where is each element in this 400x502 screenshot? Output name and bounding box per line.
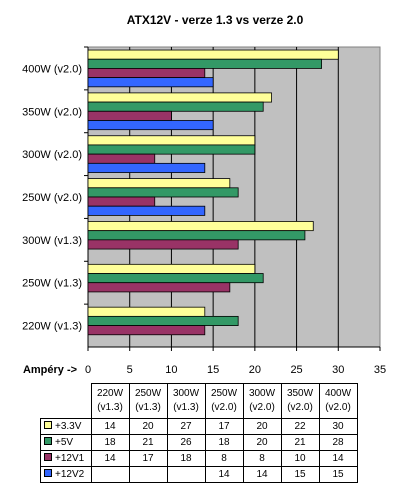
y-category-label: 220W (v1.3) [22, 321, 82, 333]
table-cell: 18 [90, 434, 130, 451]
bar [87, 162, 206, 173]
y-category-label: 400W (v2.0) [22, 63, 82, 75]
bar [87, 325, 206, 336]
bar [87, 230, 306, 241]
bar [87, 263, 256, 274]
legend-entry: +5V [40, 434, 92, 451]
bar [87, 178, 231, 189]
x-tick-label: 35 [374, 364, 386, 376]
table-cell: 28 [318, 434, 358, 451]
table-header-row: 220W (v1.3) 250W (v1.3) 300W (v1.3) 250W (v2.0)… [40, 383, 358, 419]
x-tick-label: 25 [290, 364, 302, 376]
bar [87, 110, 172, 121]
legend-entry: +12V2 [40, 466, 92, 483]
table-cell: 15 [318, 466, 358, 483]
bar [87, 205, 206, 216]
table-header-cell: 300W (v2.0) [242, 383, 282, 419]
table-row: +3.3V 14 20 27 17 20 22 30 [40, 418, 358, 435]
table-header-cell: 350W (v2.0) [280, 383, 320, 419]
legend-label: +12V1 [55, 453, 85, 464]
table-cell: 17 [204, 418, 244, 435]
table-cell: 26 [166, 434, 206, 451]
legend-label: +12V2 [55, 469, 85, 480]
y-category-label: 300W (v2.0) [22, 149, 82, 161]
table-header-cell: 220W (v1.3) [90, 383, 130, 419]
table-cell: 14 [90, 418, 130, 435]
chart-title: ATX12V - verze 1.3 vs verze 2.0 [127, 13, 304, 27]
y-category-label: 250W (v1.3) [22, 278, 82, 290]
table-header-cell: 300W (v1.3) [166, 383, 206, 419]
legend-swatch [44, 421, 52, 430]
bar [87, 144, 256, 155]
x-tick-label: 20 [249, 364, 261, 376]
table-header-cell: 250W (v2.0) [204, 383, 244, 419]
table-cell: 14 [90, 450, 130, 467]
bar [87, 306, 206, 317]
legend-entry: +12V1 [40, 450, 92, 467]
y-category-label: 350W (v2.0) [22, 106, 82, 118]
y-category-label: 300W (v1.3) [22, 235, 82, 247]
bar [87, 273, 264, 284]
table-row: +5V 18 21 26 18 20 21 28 [40, 434, 358, 451]
table-cell: 10 [280, 450, 320, 467]
table-cell: 27 [166, 418, 206, 435]
legend-swatch [44, 437, 52, 446]
legend-label: +3.3V [55, 421, 82, 432]
legend-label: +5V [55, 437, 74, 448]
table-cell: 22 [280, 418, 320, 435]
bar [87, 239, 239, 250]
table-row: +12V1 14 17 18 8 8 10 14 [40, 450, 358, 467]
x-tick-label: 5 [127, 364, 133, 376]
data-table: 220W (v1.3) 250W (v1.3) 300W (v1.3) 250W (v2.0)… [40, 383, 358, 483]
table-cell: 20 [242, 434, 282, 451]
x-tick-label: 0 [85, 364, 91, 376]
x-tick-label: 15 [207, 364, 219, 376]
table-cell: 14 [204, 466, 244, 483]
bar [87, 187, 239, 198]
table-cell: 18 [166, 450, 206, 467]
bar [87, 92, 272, 103]
table-cell [166, 466, 206, 483]
bar [87, 196, 156, 207]
table-cell [128, 466, 168, 483]
legend-entry: +3.3V [40, 418, 92, 435]
y-category-label: 250W (v2.0) [22, 192, 82, 204]
bar [87, 315, 239, 326]
bar [87, 135, 256, 146]
bar [87, 77, 214, 88]
table-cell [90, 466, 130, 483]
bar [87, 221, 314, 232]
table-cell: 14 [318, 450, 358, 467]
table-cell: 30 [318, 418, 358, 435]
table-header-cell: 400W (v2.0) [318, 383, 358, 419]
bar [87, 49, 339, 60]
legend-swatch [44, 453, 52, 462]
bar [87, 120, 214, 131]
table-corner [40, 383, 92, 419]
table-cell: 21 [128, 434, 168, 451]
chart: ATX12V - verze 1.3 vs verze 2.0 0 5 10 15 20… [22, 13, 386, 376]
table-cell: 8 [204, 450, 244, 467]
bar [87, 282, 231, 293]
legend-swatch [44, 469, 52, 478]
x-axis-label: Ampéry -> [23, 364, 77, 376]
table-cell: 8 [242, 450, 282, 467]
table-header-cell: 250W (v1.3) [128, 383, 168, 419]
table-cell: 17 [128, 450, 168, 467]
table-cell: 21 [280, 434, 320, 451]
x-tick-label: 10 [165, 364, 177, 376]
table-cell: 15 [280, 466, 320, 483]
table-cell: 18 [204, 434, 244, 451]
bar [87, 58, 323, 69]
bar [87, 153, 156, 164]
bar [87, 101, 264, 112]
table-row: +12V2 14 14 15 15 [40, 466, 358, 483]
table-cell: 20 [242, 418, 282, 435]
table-cell: 14 [242, 466, 282, 483]
table-cell: 20 [128, 418, 168, 435]
bar [87, 68, 206, 79]
x-tick-label: 30 [332, 364, 344, 376]
